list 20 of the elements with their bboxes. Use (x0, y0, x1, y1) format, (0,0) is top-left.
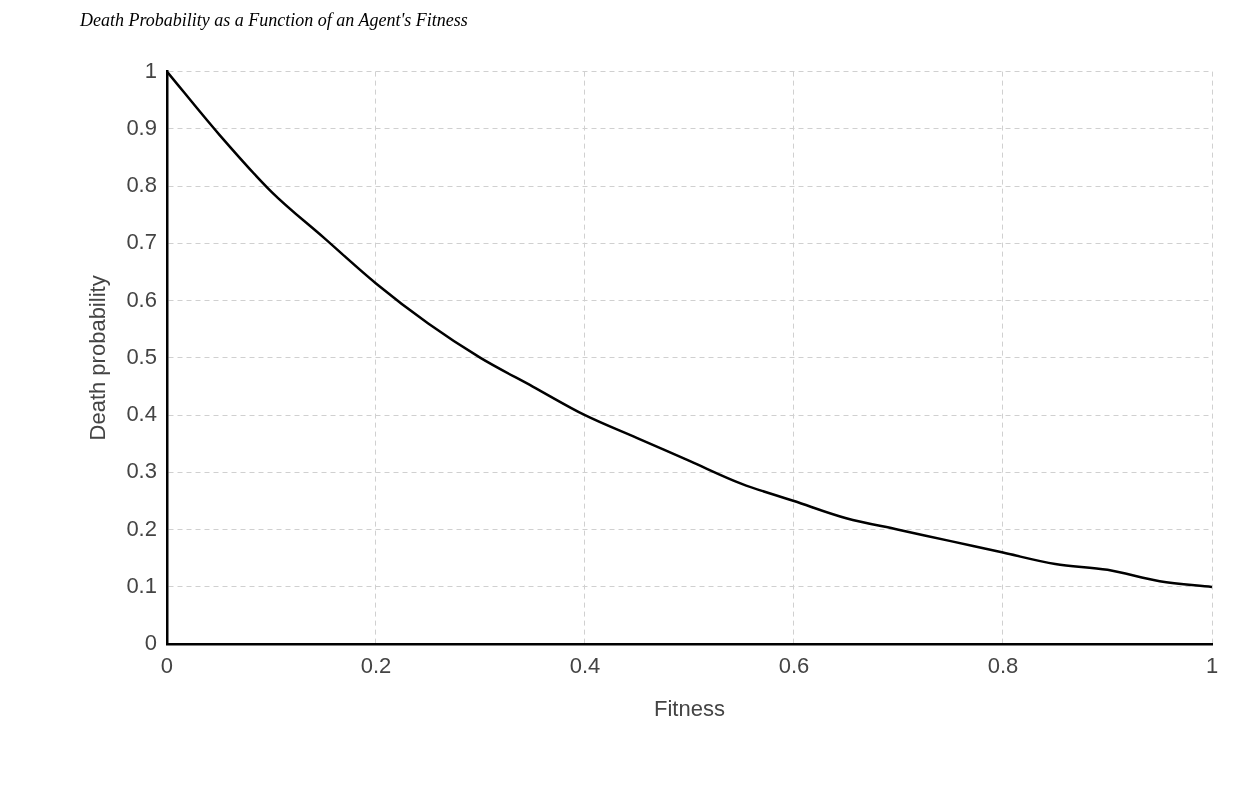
x-tick-label: 0 (160, 653, 174, 679)
y-tick-label: 0.5 (126, 343, 157, 369)
y-tick-label: 0.9 (126, 114, 157, 140)
y-tick-label: 0.3 (126, 458, 157, 484)
y-tick-label: 0.7 (126, 229, 157, 255)
y-tick-label: 0.4 (126, 401, 157, 427)
y-tick-label: 0.6 (126, 286, 157, 312)
x-tick-label: 0.2 (360, 653, 392, 679)
y-tick-label: 1 (144, 57, 157, 83)
y-tick-label: 0.2 (126, 515, 157, 541)
x-tick-label: 0.6 (778, 653, 810, 679)
y-axis-title: Death probability (85, 275, 111, 441)
x-tick-label: 0.8 (987, 653, 1019, 679)
x-tick-label: 0.4 (569, 653, 601, 679)
y-tick-label: 0 (144, 630, 157, 656)
x-axis-title: Fitness (654, 695, 725, 721)
y-tick-label: 0.1 (126, 573, 157, 598)
y-tick-label: 0.8 (126, 172, 157, 198)
x-tick-label: 1 (1205, 653, 1219, 679)
chart-title: Death Probability as a Function of an Agent's Fitness (79, 9, 468, 30)
